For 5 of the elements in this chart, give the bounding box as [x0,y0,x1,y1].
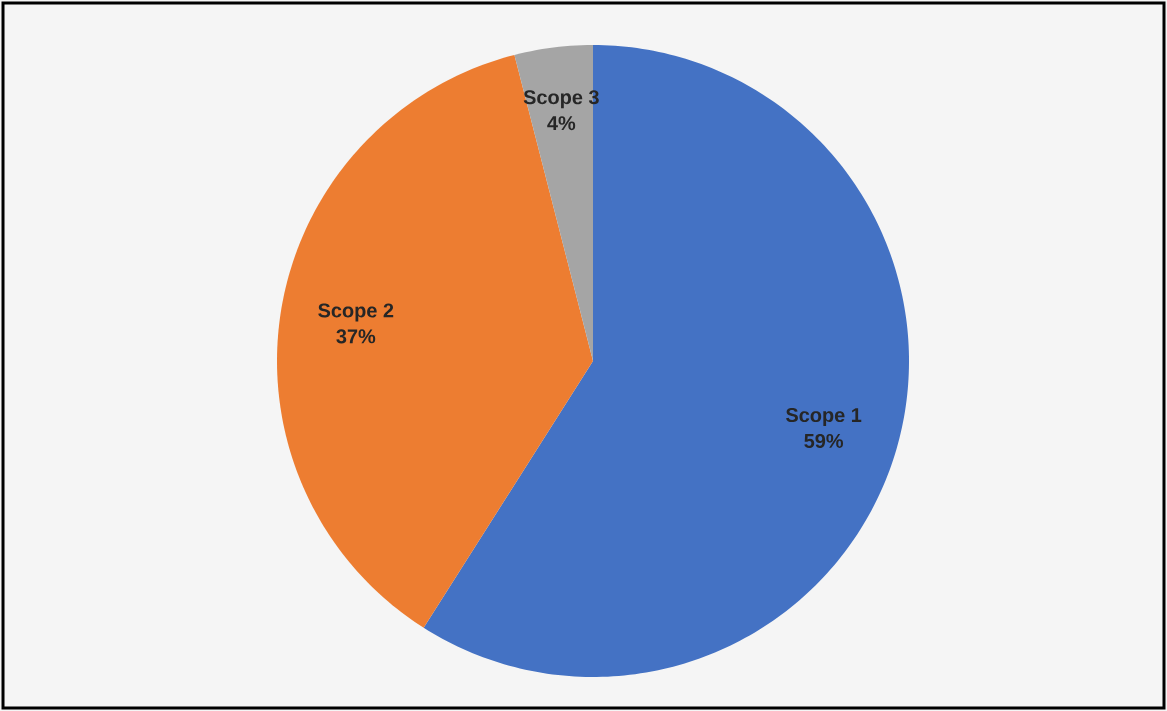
data-label: 59% [804,433,844,448]
data-label: 37% [336,329,376,344]
data-label: 4% [547,116,576,131]
slice-label: Scope 2 [318,303,394,322]
slice-label: Scope 1 [786,407,862,427]
